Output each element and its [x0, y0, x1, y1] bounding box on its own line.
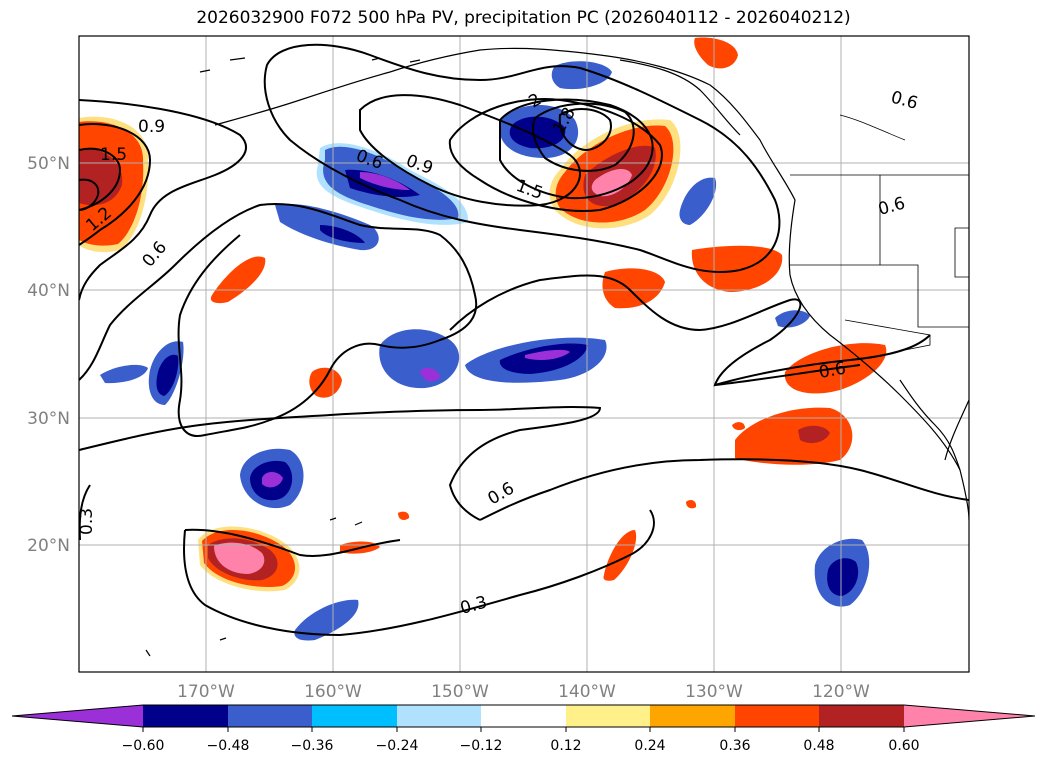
contour-label: 0.6: [817, 359, 847, 383]
precip-blob-blue-35n: [100, 329, 607, 405]
precip-blob-orange-28n: [732, 407, 853, 465]
lon-tick-label: 140°W: [558, 682, 616, 702]
colorbar-segment: [735, 705, 819, 727]
contour-label: 1.5: [100, 145, 127, 165]
precip-blob-blue-133: [679, 177, 717, 225]
lat-tick-label: 50°N: [27, 154, 70, 174]
colorbar-tick-label: 0.60: [888, 738, 919, 754]
lon-tick-label: 120°W: [812, 682, 870, 702]
lat-tick-labels: 50°N 40°N 30°N 20°N: [27, 154, 70, 556]
precip-blob-blue-cyclone: [499, 61, 612, 158]
colorbar-tick-label: −0.48: [207, 738, 250, 754]
colorbar-tick-label: −0.24: [376, 738, 419, 754]
precip-blob-orange-18n: [603, 530, 637, 581]
political-borders: [790, 114, 969, 351]
colorbar-tick-label: −0.12: [460, 738, 503, 754]
colorbar-segment: [819, 705, 904, 727]
lon-tick-label: 160°W: [304, 682, 362, 702]
colorbar-segment: [650, 705, 735, 727]
colorbar-segment: [143, 705, 228, 727]
map-title: 2026032900 F072 500 hPa PV, precipitatio…: [196, 8, 851, 28]
precip-blob-blue-se: [814, 538, 870, 607]
colorbar-ticks: [142, 727, 905, 732]
colorbar-segment: [904, 705, 1035, 727]
precip-blob-blue-25n: [240, 448, 304, 509]
precip-blob-small-orange-b: [398, 511, 410, 521]
colorbar-segment: [481, 705, 566, 727]
precip-blob-blue-15n: [294, 599, 359, 641]
colorbar-tick-label: 0.36: [719, 738, 750, 754]
colorbar-tick-label: 0.48: [803, 738, 834, 754]
lon-tick-labels: 170°W 160°W 150°W 140°W 130°W 120°W: [177, 682, 870, 702]
contour-label: 0.9: [138, 117, 165, 137]
pv-contours: [79, 43, 969, 637]
colorbar-segment: [397, 705, 481, 727]
precip-fields: [79, 37, 887, 641]
lat-tick-label: 40°N: [27, 281, 70, 301]
colorbar-segment: [12, 705, 143, 727]
coastlines: [145, 47, 969, 657]
colorbar-segment: [566, 705, 650, 727]
contour-label: 0.3: [77, 508, 97, 535]
lat-tick-label: 20°N: [27, 536, 70, 556]
plot-frame: [78, 35, 970, 673]
precip-blob-top-orange: [694, 37, 738, 69]
lon-tick-label: 150°W: [431, 682, 489, 702]
colorbar-tick-label: −0.60: [122, 738, 165, 754]
precip-blob-orange-40n: [602, 268, 665, 309]
lon-tick-label: 130°W: [685, 682, 743, 702]
colorbar-tick-label: −0.36: [291, 738, 334, 754]
precip-blob-blue-north: [275, 143, 469, 251]
colorbar-tick-label: 0.24: [634, 738, 665, 754]
lat-tick-label: 30°N: [27, 409, 70, 429]
colorbar: −0.60 −0.48 −0.36 −0.24 −0.12 0.12 0.24 …: [11, 704, 1036, 754]
graticule: [79, 36, 969, 672]
colorbar-segment: [228, 705, 312, 727]
colorbar-tick-label: 0.12: [550, 738, 581, 754]
lon-tick-label: 170°W: [177, 682, 235, 702]
precip-blob-small-orange-c: [686, 499, 697, 509]
precip-blob-orange-167w: [210, 256, 266, 304]
colorbar-segment: [312, 705, 397, 727]
